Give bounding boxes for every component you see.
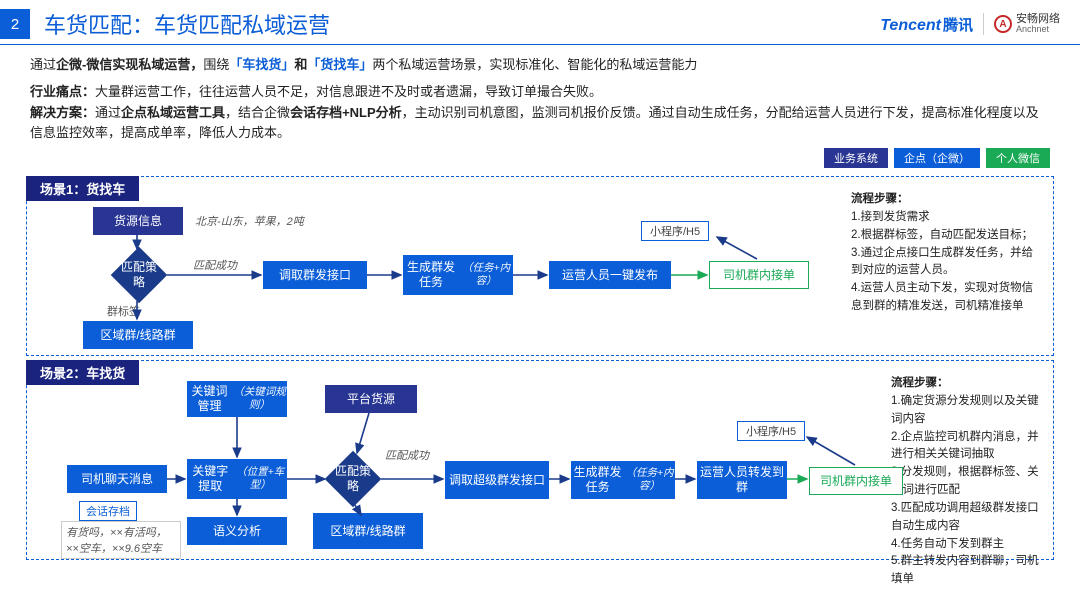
msg-node: 司机聊天消息 [67,465,167,493]
steps-title: 流程步骤： [851,191,1043,209]
legend-item: 企点（企微） [894,148,980,168]
archive-tag: 会话存档 [79,501,137,521]
scenario1-steps: 流程步骤： 1.接到发货需求2.根据群标签，自动匹配发送目标；3.通过企点接口生… [843,187,1043,316]
legend-item: 业务系统 [824,148,888,168]
forward-node: 运营人员转发到群 [697,461,787,499]
miniprogram-label: 小程序/H5 [641,221,709,241]
kw-mgmt-node: 关键词管理（关键词规则） [187,381,287,417]
scenario2-box: 场景2：车找货 关键词管理（关键词规则）平台货源司机聊天消息会话存档有货吗，××… [26,360,1054,560]
scenario2-flow: 关键词管理（关键词规则） 平台货源司机聊天消息会话存档有货吗，××有活吗，××空车… [37,371,883,561]
intro-block: 通过企微-微信实现私域运营，围绕「车找货」和「货找车」两个私域运营场景，实现标准… [0,45,1080,148]
legend-row: 业务系统 企点（企微） 个人微信 [0,148,1080,172]
intro-line1: 通过企微-微信实现私域运营，围绕「车找货」和「货找车」两个私域运营场景，实现标准… [30,55,1050,76]
step-item: 2.企点监控司机群内消息，并进行相关关键词抽取 [891,429,1043,465]
tencent-cn: 腾讯 [943,17,973,34]
semantic-node: 语义分析 [187,517,287,545]
scenario1-flow: 货源信息北京-山东，苹果，2吨匹配策略 匹配成功群标签区域群/线路群 调取群发接口 生… [37,187,843,357]
decision-diamond: 匹配策略 [325,451,382,508]
region-node: 区域群/线路群 [83,321,193,349]
tag-label: 群标签 [107,303,140,319]
extract-node: 关键字提取（位置+车型） [187,459,287,499]
page-title: 车货匹配：车货匹配私域运营 [44,8,880,40]
header: 2 车货匹配：车货匹配私域运营 Tencent腾讯 A 安畅网络 Anchnet [0,0,1080,45]
success-label: 匹配成功 [193,257,237,273]
success-label: 匹配成功 [385,447,429,463]
tencent-logo: Tencent腾讯 [880,14,973,35]
step-item: 2.根据群标签，自动匹配发送目标； [851,227,1043,245]
step-item: 3.匹配成功调用超级群发接口自动生成内容 [891,500,1043,536]
scenario1-box: 场景1：货找车 货源信息北京-山东，苹果，2吨匹配策略匹配成功群标签区域群/线路… [26,176,1054,356]
accept-node: 司机群内接单 [709,261,809,289]
step-item: 5.群主转发内容到群聊，司机填单 [891,553,1043,589]
gen-node: 生成群发任务（任务+内容） [403,255,513,295]
tencent-en: Tencent [880,17,941,34]
gen2-node: 生成群发任务（任务+内容） [571,461,675,499]
intro-line2: 行业痛点：大量群运营工作，往往运营人员不足，对信息跟进不及时或者遗漏，导致订单撮… [30,82,1050,103]
accept2-node: 司机群内接单 [809,467,903,495]
api-node: 调取群发接口 [263,261,367,289]
step-item: 2.分发规则，根据群标签、关键词进行匹配 [891,464,1043,500]
super-api-node: 调取超级群发接口 [445,461,549,499]
source-annotation: 北京-山东，苹果，2吨 [195,213,304,229]
steps-title: 流程步骤： [891,375,1043,393]
anchnet-en: Anchnet [1016,25,1060,34]
scenario2-steps: 流程步骤： 1.确定货源分发规则以及关键词内容2.企点监控司机群内消息，并进行相… [883,371,1043,589]
step-item: 3.通过企点接口生成群发任务，并给到对应的运营人员。 [851,245,1043,281]
intro-line3: 解决方案：通过企点私域运营工具，结合企微会话存档+NLP分析，主动识别司机意图，… [30,103,1050,145]
anchnet-icon: A [994,15,1012,33]
logo-group: Tencent腾讯 A 安畅网络 Anchnet [880,13,1060,35]
msg-annotation: 有货吗，××有活吗，××空车，××9.6空车 [61,521,181,559]
miniprogram-label: 小程序/H5 [737,421,805,441]
page-number-badge: 2 [0,9,30,39]
anchnet-logo: A 安畅网络 Anchnet [994,14,1060,34]
platform-node: 平台货源 [325,385,417,413]
step-item: 1.确定货源分发规则以及关键词内容 [891,393,1043,429]
source-node: 货源信息 [93,207,183,235]
publish-node: 运营人员一键发布 [549,261,671,289]
step-item: 4.任务自动下发到群主 [891,536,1043,554]
logo-divider [983,13,984,35]
decision-diamond: 匹配策略 [111,247,168,304]
step-item: 4.运营人员主动下发，实现对货物信息到群的精准发送，司机精准接单 [851,280,1043,316]
step-item: 1.接到发货需求 [851,209,1043,227]
legend-item: 个人微信 [986,148,1050,168]
region2-node: 区域群/线路群 [313,513,423,549]
